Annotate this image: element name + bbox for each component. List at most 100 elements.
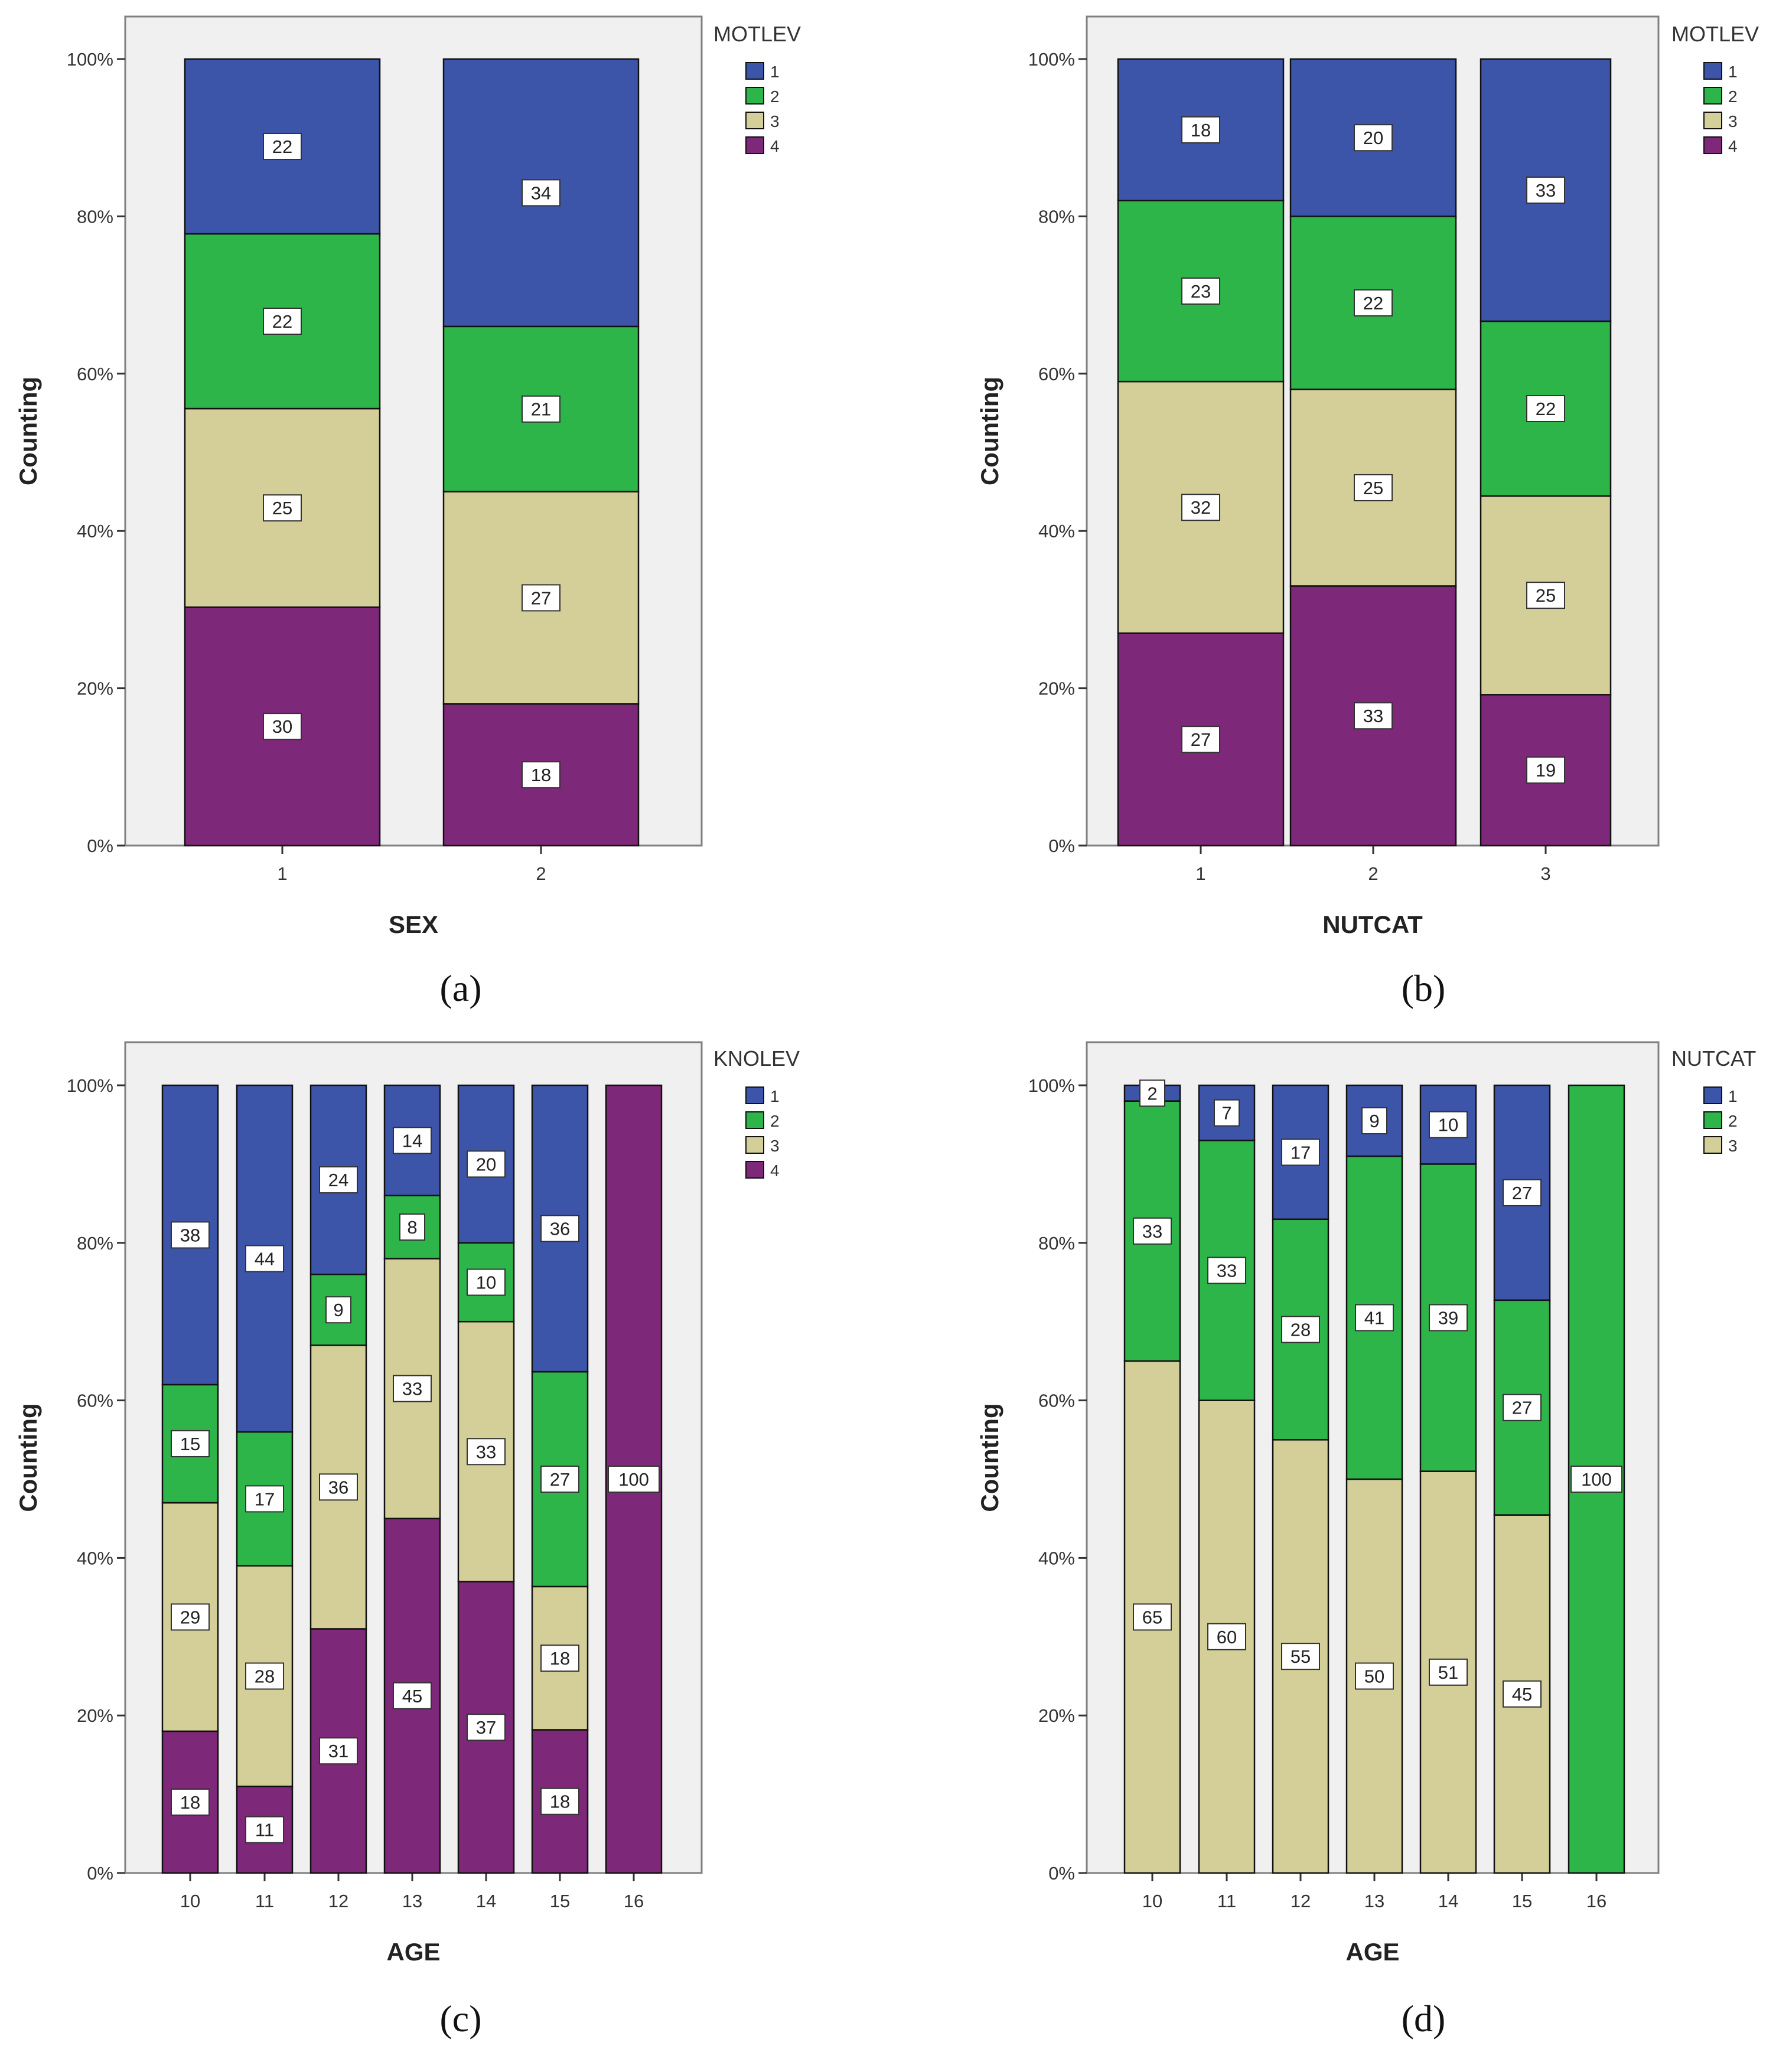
data-label-box xyxy=(608,1466,660,1493)
data-label: 65 xyxy=(1142,1607,1162,1627)
data-label: 27 xyxy=(1512,1398,1532,1418)
data-label-box xyxy=(263,713,302,740)
legend-label: 4 xyxy=(1728,137,1738,155)
y-tick-label: 80% xyxy=(1038,1233,1075,1254)
data-label: 9 xyxy=(1369,1111,1379,1131)
legend-label: 3 xyxy=(1728,1137,1738,1155)
data-label-box xyxy=(1361,1107,1387,1135)
data-label: 23 xyxy=(1191,281,1211,302)
legend: KNOLEV 1 2 3 4 xyxy=(713,1046,800,1180)
data-label-box xyxy=(263,308,302,335)
legend-swatch-2 xyxy=(745,1111,764,1129)
x-tick-label: 11 xyxy=(255,1891,274,1911)
legend-label: 3 xyxy=(770,1137,780,1155)
data-label: 22 xyxy=(272,311,292,332)
legend-swatch-1 xyxy=(1703,62,1722,80)
data-label-box xyxy=(399,1213,425,1241)
x-tick-label: 12 xyxy=(328,1891,348,1911)
data-label-box xyxy=(393,1682,432,1709)
data-label-box xyxy=(540,1215,579,1242)
legend-title: MOTLEV xyxy=(1671,22,1759,46)
legend-label: 2 xyxy=(1728,87,1738,106)
y-tick-label: 0% xyxy=(87,836,113,856)
data-label-box xyxy=(319,1166,358,1194)
legend-swatch-3 xyxy=(745,1136,764,1154)
data-label: 2 xyxy=(1147,1083,1157,1104)
y-tick-label: 40% xyxy=(1038,521,1075,541)
legend-label: 2 xyxy=(770,87,780,106)
data-label: 11 xyxy=(255,1820,274,1841)
data-label: 33 xyxy=(1536,180,1556,201)
legend-swatch-3 xyxy=(745,112,764,129)
legend-title: NUTCAT xyxy=(1671,1046,1756,1071)
legend-title: KNOLEV xyxy=(713,1046,800,1071)
data-label-box xyxy=(1354,124,1393,152)
legend-swatch-3 xyxy=(1703,112,1722,129)
data-label-box xyxy=(319,1473,358,1501)
data-label: 44 xyxy=(255,1248,275,1269)
y-tick-label: 40% xyxy=(1038,1548,1075,1568)
legend-swatch-1 xyxy=(1703,1086,1722,1104)
legend-label: 2 xyxy=(1728,1112,1738,1130)
y-tick-label: 0% xyxy=(1048,836,1075,856)
data-label-box xyxy=(540,1466,579,1493)
data-label: 18 xyxy=(531,765,551,785)
y-tick-label: 100% xyxy=(1028,49,1075,70)
panel-label: (c) xyxy=(439,1998,481,2040)
data-label: 27 xyxy=(550,1469,570,1490)
y-axis-title: Counting xyxy=(976,377,1003,485)
legend-label: 4 xyxy=(770,137,780,155)
x-tick-label: 15 xyxy=(550,1891,570,1911)
data-label: 27 xyxy=(531,588,551,608)
x-tick-label: 2 xyxy=(536,863,546,884)
y-tick-label: 40% xyxy=(77,1548,113,1568)
data-label-box xyxy=(1429,1304,1468,1332)
data-label-box xyxy=(245,1245,284,1272)
data-label-box xyxy=(1207,1257,1246,1284)
y-tick-label: 60% xyxy=(1038,1391,1075,1411)
data-label: 27 xyxy=(1191,729,1211,750)
data-label-box xyxy=(467,1714,506,1741)
legend-swatch-2 xyxy=(1703,1111,1722,1129)
legend-label: 1 xyxy=(1728,1087,1738,1105)
data-label-box xyxy=(1181,277,1220,305)
data-label-box xyxy=(522,395,561,423)
data-label-box xyxy=(1139,1079,1165,1107)
data-label-box xyxy=(1181,494,1220,521)
data-label-box xyxy=(1214,1099,1240,1127)
legend-swatch-1 xyxy=(745,62,764,80)
y-tick-label: 0% xyxy=(87,1863,113,1884)
data-label: 19 xyxy=(1536,760,1556,781)
data-label: 32 xyxy=(1191,497,1211,518)
legend: NUTCAT 1 2 3 xyxy=(1671,1046,1756,1155)
y-tick-label: 80% xyxy=(1038,206,1075,227)
x-tick-label: 10 xyxy=(1142,1891,1162,1911)
panel-label: (a) xyxy=(439,967,481,1009)
data-label-box xyxy=(1503,1394,1542,1421)
data-label: 25 xyxy=(1363,478,1383,498)
y-tick-label: 60% xyxy=(1038,364,1075,384)
data-label-box xyxy=(1281,1643,1320,1670)
data-label-box xyxy=(1181,726,1220,753)
x-tick-label: 13 xyxy=(1364,1891,1384,1911)
data-label-box xyxy=(171,1221,210,1249)
y-axis-title: Counting xyxy=(14,1403,42,1512)
data-label-box xyxy=(1281,1138,1320,1166)
panel-label: (b) xyxy=(1402,967,1446,1009)
data-label-box xyxy=(393,1127,432,1154)
data-label: 38 xyxy=(180,1225,200,1245)
legend-label: 4 xyxy=(770,1161,780,1180)
y-tick-label: 20% xyxy=(1038,678,1075,699)
data-label-box xyxy=(1526,756,1565,784)
legend: MOTLEV 1 2 3 4 xyxy=(713,22,801,155)
data-label: 17 xyxy=(255,1489,275,1509)
legend: MOTLEV 1 2 3 4 xyxy=(1671,22,1759,155)
data-label: 7 xyxy=(1221,1103,1231,1124)
x-tick-label: 2 xyxy=(1368,863,1378,884)
legend-swatch-2 xyxy=(745,87,764,105)
data-label: 60 xyxy=(1217,1627,1237,1647)
legend-swatch-4 xyxy=(745,136,764,154)
data-label-box xyxy=(467,1150,506,1178)
data-label-box xyxy=(1133,1603,1172,1631)
